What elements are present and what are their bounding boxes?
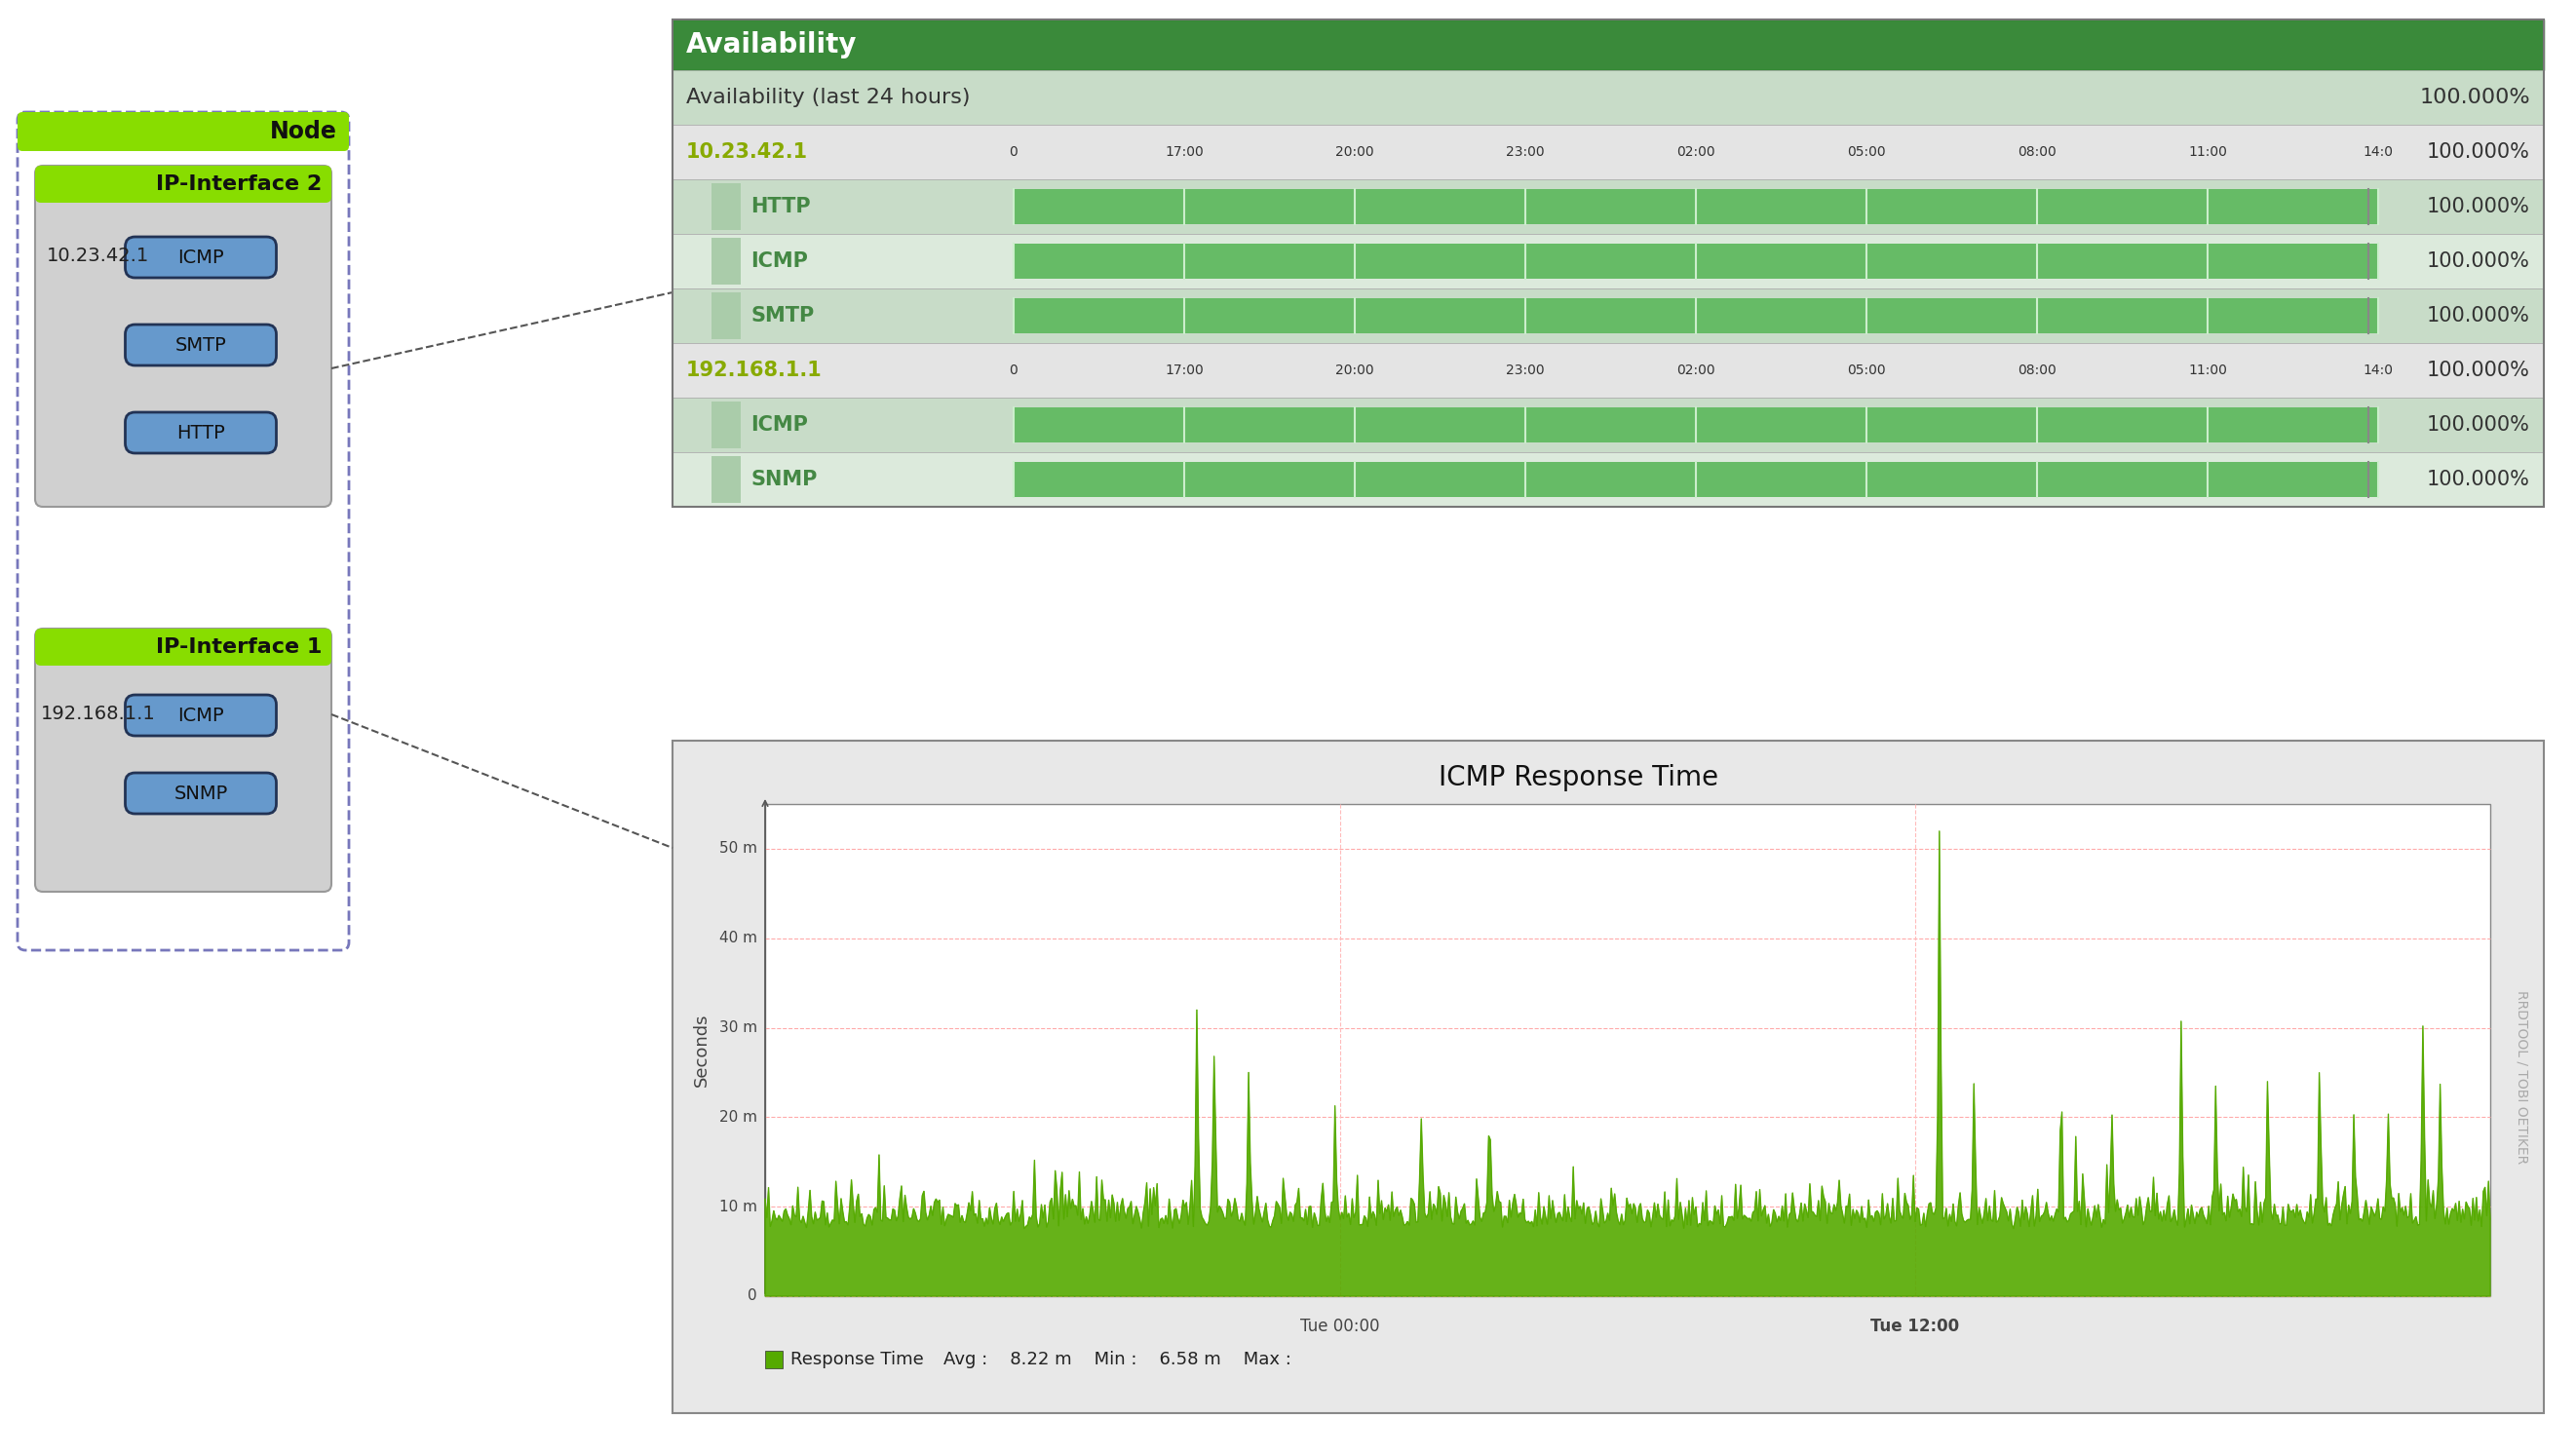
Bar bbox=[711, 456, 742, 502]
Text: 02:00: 02:00 bbox=[1677, 146, 1716, 159]
Text: SNMP: SNMP bbox=[173, 783, 227, 802]
FancyBboxPatch shape bbox=[36, 166, 332, 202]
Bar bbox=[672, 397, 2545, 453]
Text: 100.000%: 100.000% bbox=[2419, 87, 2530, 108]
Text: 100.000%: 100.000% bbox=[2427, 143, 2530, 162]
Text: SMTP: SMTP bbox=[750, 306, 814, 326]
Text: ICMP: ICMP bbox=[178, 248, 224, 266]
Text: 10.23.42.1: 10.23.42.1 bbox=[46, 248, 149, 265]
Text: Availability: Availability bbox=[685, 31, 858, 58]
Text: Availability (last 24 hours): Availability (last 24 hours) bbox=[685, 87, 971, 108]
Bar bbox=[765, 804, 2491, 1296]
Bar bbox=[711, 183, 742, 230]
Bar bbox=[765, 1351, 783, 1369]
Text: 08:00: 08:00 bbox=[2017, 364, 2056, 377]
Text: RRDTOOL / TOBI OETIKER: RRDTOOL / TOBI OETIKER bbox=[2517, 990, 2530, 1163]
Text: 23:00: 23:00 bbox=[1507, 146, 1546, 159]
Text: 10.23.42.1: 10.23.42.1 bbox=[685, 143, 809, 162]
Text: Seconds: Seconds bbox=[693, 1013, 711, 1086]
FancyBboxPatch shape bbox=[36, 166, 332, 507]
Bar bbox=[672, 234, 2545, 288]
Text: 17:00: 17:00 bbox=[1164, 146, 1203, 159]
Bar bbox=[1012, 189, 2378, 224]
Bar bbox=[711, 293, 742, 339]
Bar bbox=[672, 453, 2545, 507]
Text: ICMP: ICMP bbox=[750, 252, 809, 271]
Text: 02:00: 02:00 bbox=[1677, 364, 1716, 377]
Text: 40 m: 40 m bbox=[719, 930, 757, 945]
FancyBboxPatch shape bbox=[126, 325, 276, 365]
Text: ICMP: ICMP bbox=[750, 415, 809, 435]
Bar bbox=[672, 344, 2545, 397]
Text: Node: Node bbox=[270, 119, 337, 143]
Text: 100.000%: 100.000% bbox=[2427, 306, 2530, 326]
Text: ICMP Response Time: ICMP Response Time bbox=[1440, 764, 1718, 792]
FancyBboxPatch shape bbox=[18, 112, 348, 151]
FancyBboxPatch shape bbox=[36, 629, 332, 891]
Polygon shape bbox=[765, 831, 2491, 1296]
Text: 05:00: 05:00 bbox=[1847, 146, 1886, 159]
Text: 100.000%: 100.000% bbox=[2427, 197, 2530, 217]
Text: 0: 0 bbox=[1010, 146, 1018, 159]
Bar bbox=[672, 70, 2545, 125]
Bar bbox=[711, 402, 742, 448]
Text: IP-Interface 1: IP-Interface 1 bbox=[155, 638, 322, 657]
FancyBboxPatch shape bbox=[126, 412, 276, 453]
Text: SMTP: SMTP bbox=[175, 336, 227, 354]
Text: Tue 12:00: Tue 12:00 bbox=[1870, 1318, 1960, 1335]
Bar bbox=[1012, 462, 2378, 496]
Text: Response Time: Response Time bbox=[791, 1351, 925, 1369]
Text: 20 m: 20 m bbox=[719, 1109, 757, 1124]
Text: 17:00: 17:00 bbox=[1164, 364, 1203, 377]
Bar bbox=[1012, 243, 2378, 278]
Text: 192.168.1.1: 192.168.1.1 bbox=[41, 705, 155, 724]
Bar bbox=[1012, 408, 2378, 443]
Text: 50 m: 50 m bbox=[719, 842, 757, 856]
Text: 20:00: 20:00 bbox=[1334, 364, 1373, 377]
Text: ICMP: ICMP bbox=[178, 706, 224, 725]
FancyBboxPatch shape bbox=[126, 695, 276, 735]
FancyBboxPatch shape bbox=[126, 237, 276, 278]
FancyBboxPatch shape bbox=[36, 629, 332, 665]
Text: 192.168.1.1: 192.168.1.1 bbox=[685, 361, 822, 380]
Text: SNMP: SNMP bbox=[750, 470, 817, 489]
Text: 100.000%: 100.000% bbox=[2427, 361, 2530, 380]
Text: 14:0: 14:0 bbox=[2362, 146, 2393, 159]
Text: 0: 0 bbox=[747, 1289, 757, 1303]
Text: 100.000%: 100.000% bbox=[2427, 252, 2530, 271]
Bar bbox=[711, 237, 742, 284]
Text: 23:00: 23:00 bbox=[1507, 364, 1546, 377]
Text: 100.000%: 100.000% bbox=[2427, 415, 2530, 435]
Text: 100.000%: 100.000% bbox=[2427, 470, 2530, 489]
Text: 0: 0 bbox=[1010, 364, 1018, 377]
Bar bbox=[672, 19, 2545, 507]
Bar bbox=[672, 288, 2545, 344]
Text: 20:00: 20:00 bbox=[1334, 146, 1373, 159]
Bar bbox=[672, 741, 2545, 1414]
Text: Avg :    8.22 m    Min :    6.58 m    Max :: Avg : 8.22 m Min : 6.58 m Max : bbox=[943, 1351, 1291, 1369]
Text: HTTP: HTTP bbox=[750, 197, 811, 217]
Text: 10 m: 10 m bbox=[719, 1200, 757, 1214]
Bar bbox=[672, 179, 2545, 234]
Text: 05:00: 05:00 bbox=[1847, 364, 1886, 377]
Text: 11:00: 11:00 bbox=[2187, 364, 2228, 377]
Text: Tue 00:00: Tue 00:00 bbox=[1301, 1318, 1381, 1335]
FancyBboxPatch shape bbox=[126, 773, 276, 814]
Bar bbox=[1012, 298, 2378, 333]
Text: IP-Interface 2: IP-Interface 2 bbox=[155, 175, 322, 194]
Bar bbox=[672, 19, 2545, 70]
Text: HTTP: HTTP bbox=[178, 424, 224, 443]
Bar bbox=[672, 125, 2545, 179]
Text: 14:0: 14:0 bbox=[2362, 364, 2393, 377]
Text: 11:00: 11:00 bbox=[2187, 146, 2228, 159]
Text: 30 m: 30 m bbox=[719, 1021, 757, 1035]
Text: 08:00: 08:00 bbox=[2017, 146, 2056, 159]
